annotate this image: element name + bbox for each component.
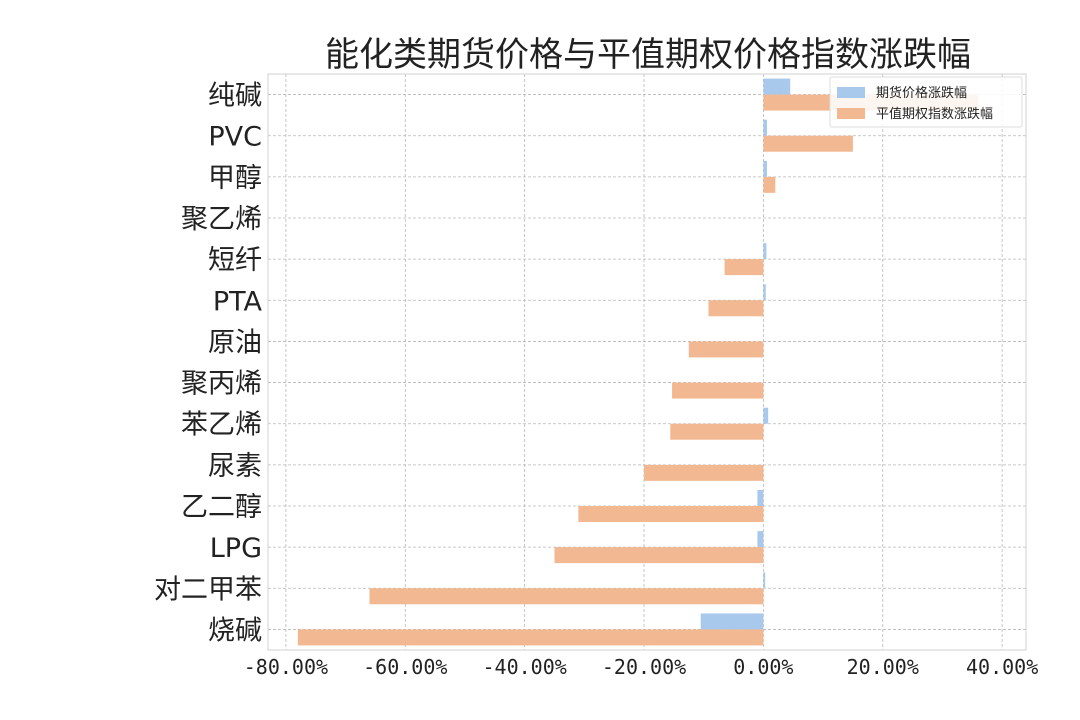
grid bbox=[268, 74, 1026, 650]
legend-box bbox=[829, 76, 1023, 128]
bar-futures-11 bbox=[757, 531, 764, 548]
x-tick-label: -40.00% bbox=[482, 655, 566, 679]
bar-option-6 bbox=[688, 341, 764, 358]
bar-option-5 bbox=[708, 300, 764, 317]
x-tick-label: 0.00% bbox=[733, 655, 793, 679]
bar-futures-13 bbox=[700, 613, 764, 630]
bar-option-7 bbox=[672, 382, 764, 399]
x-tick-label: 40.00% bbox=[966, 655, 1038, 679]
legend-entry: 平值期权指数涨跌幅 bbox=[876, 106, 993, 122]
y-tick-label: PTA bbox=[213, 286, 263, 317]
y-tick-label: 尿素 bbox=[208, 451, 262, 482]
y-tick-label: 苯乙烯 bbox=[181, 410, 262, 441]
bar-option-1 bbox=[763, 135, 853, 152]
bar-futures-8 bbox=[763, 407, 769, 424]
y-tick-label: 烧碱 bbox=[208, 615, 262, 646]
legend-swatch bbox=[837, 108, 865, 119]
y-tick-label: 乙二醇 bbox=[181, 492, 262, 523]
bar-futures-5 bbox=[763, 284, 766, 301]
x-tick-label: -20.00% bbox=[602, 655, 686, 679]
bars bbox=[297, 78, 979, 646]
bar-option-2 bbox=[763, 176, 776, 193]
bar-futures-2 bbox=[763, 160, 767, 177]
y-tick-label: 纯碱 bbox=[208, 81, 262, 112]
bar-futures-10 bbox=[757, 490, 764, 506]
plot-frame bbox=[267, 73, 1027, 651]
bar-futures-4 bbox=[763, 243, 767, 260]
bar-option-12 bbox=[369, 588, 764, 605]
y-tick-label: 对二甲苯 bbox=[154, 574, 262, 605]
bar-futures-1 bbox=[763, 119, 767, 136]
bar-option-13 bbox=[297, 629, 764, 646]
y-tick-label: 聚丙烯 bbox=[181, 369, 262, 400]
y-tick-label: LPG bbox=[210, 533, 262, 564]
bar-option-11 bbox=[554, 547, 764, 564]
x-tick-label: 20.00% bbox=[847, 655, 919, 679]
y-tick-label: 甲醇 bbox=[208, 163, 262, 194]
y-tick-label: 聚乙烯 bbox=[181, 204, 262, 235]
bar-option-10 bbox=[578, 506, 764, 522]
y-tick-label: 原油 bbox=[208, 327, 262, 358]
chart-title: 能化类期货价格与平值期权价格指数涨跌幅 bbox=[325, 35, 971, 75]
bar-futures-0 bbox=[763, 78, 791, 95]
y-tick-label: PVC bbox=[208, 122, 262, 153]
legend-swatch bbox=[837, 87, 865, 98]
bar-option-4 bbox=[724, 259, 764, 276]
y-tick-label: 短纤 bbox=[208, 245, 262, 276]
x-tick-label: -60.00% bbox=[363, 655, 447, 679]
x-tick-label: -80.00% bbox=[244, 655, 328, 679]
bar-futures-12 bbox=[763, 572, 766, 589]
bar-option-9 bbox=[644, 464, 764, 481]
bar-option-8 bbox=[670, 423, 764, 440]
legend-entry: 期货价格涨跌幅 bbox=[876, 85, 967, 101]
